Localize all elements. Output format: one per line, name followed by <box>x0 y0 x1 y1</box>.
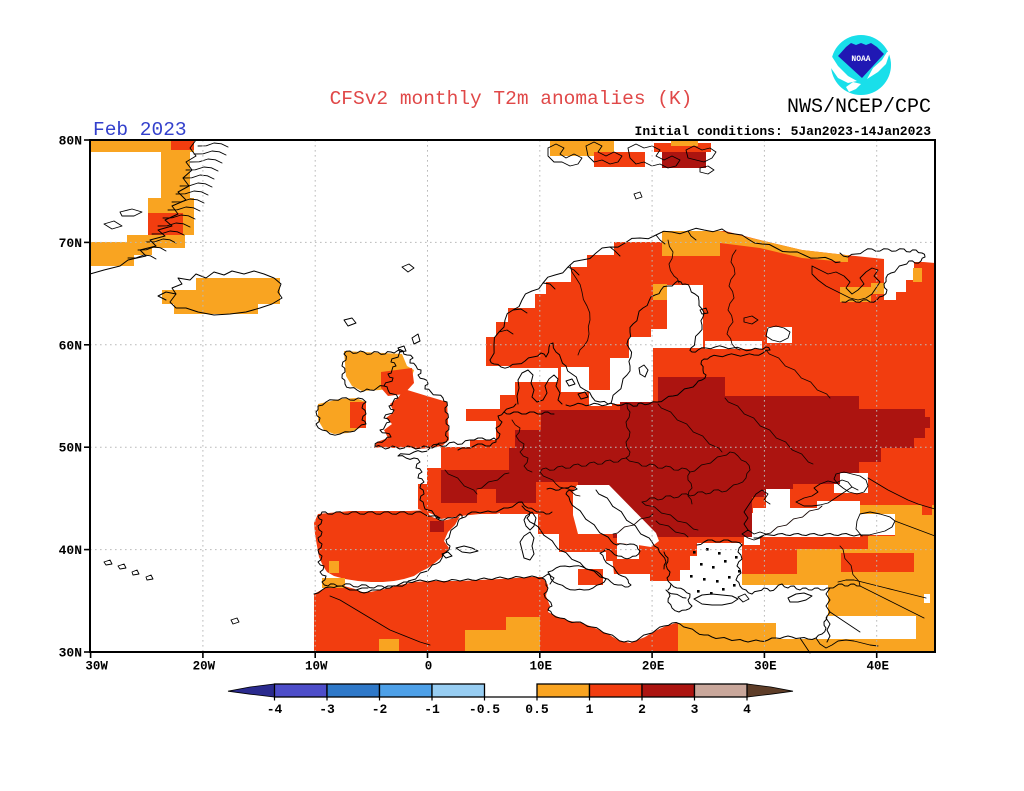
svg-text:50N: 50N <box>59 441 82 456</box>
svg-text:2: 2 <box>638 702 646 717</box>
svg-text:4: 4 <box>743 702 751 717</box>
svg-text:-1: -1 <box>424 702 440 717</box>
svg-text:30W: 30W <box>85 660 108 674</box>
svg-text:NOAA: NOAA <box>851 55 870 64</box>
svg-text:0.5: 0.5 <box>525 702 549 717</box>
svg-text:80N: 80N <box>59 134 82 149</box>
svg-text:-3: -3 <box>319 702 335 717</box>
svg-text:40E: 40E <box>866 660 889 674</box>
svg-text:CFSv2 monthly T2m anomalies (K: CFSv2 monthly T2m anomalies (K) <box>330 88 693 110</box>
svg-text:20W: 20W <box>193 660 216 674</box>
svg-text:60N: 60N <box>59 338 82 353</box>
svg-text:-0.5: -0.5 <box>469 702 500 717</box>
svg-text:10E: 10E <box>530 660 553 674</box>
svg-text:Initial conditions: 5Jan2023-1: Initial conditions: 5Jan2023-14Jan2023 <box>635 124 932 139</box>
svg-text:-4: -4 <box>267 702 283 717</box>
svg-text:30N: 30N <box>59 646 82 661</box>
svg-text:Feb 2023: Feb 2023 <box>93 119 187 141</box>
svg-text:-2: -2 <box>372 702 388 717</box>
svg-text:1: 1 <box>586 702 594 717</box>
svg-text:10W: 10W <box>305 660 328 674</box>
svg-text:0: 0 <box>425 660 433 674</box>
svg-text:NWS/NCEP/CPC: NWS/NCEP/CPC <box>787 96 931 119</box>
svg-text:20E: 20E <box>642 660 665 674</box>
svg-text:3: 3 <box>691 702 699 717</box>
svg-text:70N: 70N <box>59 236 82 251</box>
svg-text:40N: 40N <box>59 543 82 558</box>
svg-text:30E: 30E <box>754 660 777 674</box>
